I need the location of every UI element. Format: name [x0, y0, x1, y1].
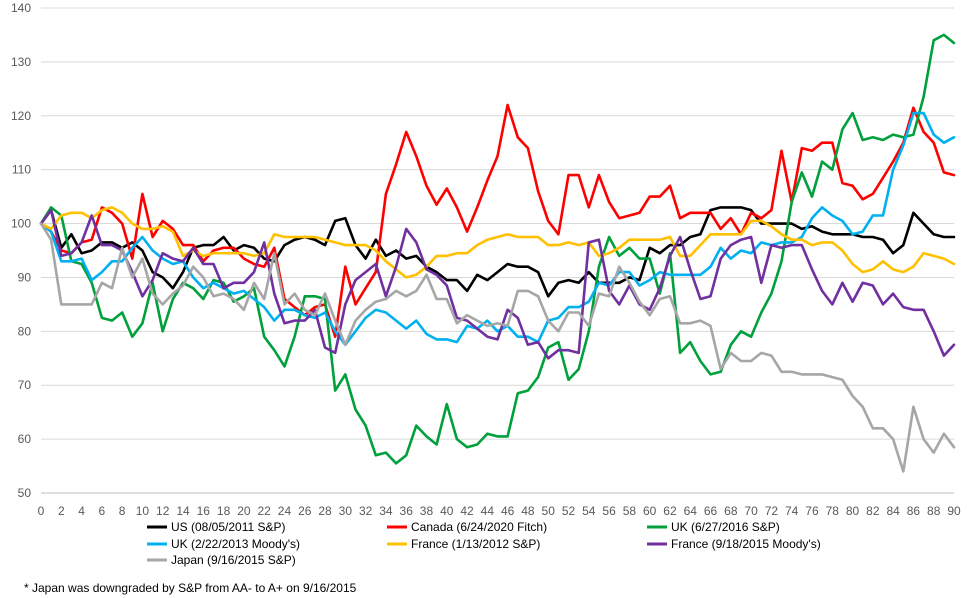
x-tick-label: 50 [542, 504, 556, 518]
y-tick-label: 50 [18, 486, 32, 500]
x-tick-label: 44 [481, 504, 495, 518]
series-line-3 [39, 111, 956, 347]
x-tick-label: 18 [217, 504, 231, 518]
x-tick-label: 8 [119, 504, 126, 518]
y-tick-label: 60 [18, 432, 32, 446]
x-tick-label: 48 [521, 504, 535, 518]
x-tick-label: 64 [684, 504, 698, 518]
x-tick-label: 30 [339, 504, 353, 518]
x-tick-label: 58 [623, 504, 637, 518]
x-tick-label: 28 [318, 504, 332, 518]
x-tick-label: 34 [379, 504, 393, 518]
x-tick-label: 78 [826, 504, 840, 518]
series-line-6 [39, 222, 956, 473]
x-tick-label: 22 [257, 504, 271, 518]
x-tick-label: 70 [744, 504, 758, 518]
x-tick-label: 66 [704, 504, 718, 518]
x-tick-label: 72 [765, 504, 779, 518]
legend-label: Japan (9/16/2015 S&P) [171, 553, 296, 567]
x-tick-label: 90 [947, 504, 961, 518]
legend: US (08/05/2011 S&P) Canada (6/24/2020 Fit… [147, 520, 821, 567]
series-line-2 [39, 33, 956, 465]
x-tick-label: 84 [886, 504, 900, 518]
x-tick-label: 74 [785, 504, 799, 518]
series-line-1 [39, 103, 956, 339]
x-tick-label: 56 [602, 504, 616, 518]
x-tick-label: 76 [805, 504, 819, 518]
y-tick-label: 140 [11, 1, 31, 15]
legend-label: US (08/05/2011 S&P) [171, 520, 286, 534]
x-tick-label: 16 [197, 504, 211, 518]
x-tick-label: 0 [38, 504, 45, 518]
x-tick-label: 6 [99, 504, 106, 518]
y-tick-label: 90 [18, 270, 32, 284]
x-tick-label: 38 [420, 504, 434, 518]
x-tick-label: 42 [460, 504, 474, 518]
series-lines [39, 33, 956, 473]
x-tick-label: 24 [278, 504, 292, 518]
legend-label: France (1/13/2012 S&P) [411, 537, 540, 551]
x-tick-label: 26 [298, 504, 312, 518]
x-tick-label: 4 [78, 504, 85, 518]
y-tick-label: 100 [11, 217, 31, 231]
legend-label: UK (6/27/2016 S&P) [671, 520, 780, 534]
x-tick-label: 2 [58, 504, 65, 518]
series-line-4 [39, 206, 956, 279]
y-tick-label: 130 [11, 55, 31, 69]
legend-label: Canada (6/24/2020 Fitch) [411, 520, 547, 534]
x-tick-label: 20 [237, 504, 251, 518]
footnote: * Japan was downgraded by S&P from AA- t… [24, 581, 357, 595]
x-tick-label: 86 [907, 504, 921, 518]
legend-label: UK (2/22/2013 Moody's) [171, 537, 300, 551]
x-tick-label: 12 [156, 504, 170, 518]
x-tick-label: 46 [501, 504, 515, 518]
gridlines [41, 7, 954, 494]
x-tick-label: 88 [927, 504, 941, 518]
x-tick-label: 40 [440, 504, 454, 518]
x-tick-label: 80 [846, 504, 860, 518]
y-tick-label: 70 [18, 378, 32, 392]
x-tick-label: 52 [562, 504, 576, 518]
series-line-5 [39, 208, 956, 360]
x-tick-label: 60 [643, 504, 657, 518]
x-tick-label: 36 [400, 504, 414, 518]
x-tick-label: 14 [176, 504, 190, 518]
x-tick-label: 82 [866, 504, 880, 518]
x-tick-label: 54 [582, 504, 596, 518]
y-tick-label: 120 [11, 109, 31, 123]
x-tick-label: 10 [136, 504, 150, 518]
x-tick-label: 62 [663, 504, 677, 518]
y-tick-label: 80 [18, 324, 32, 338]
y-axis-tick-labels: 50 60 70 80 90 100 110 120 130 140 [11, 1, 31, 500]
legend-label: France (9/18/2015 Moody's) [671, 537, 821, 551]
x-axis-tick-labels: 0 2 4 6 8 10 12 14 16 18 20 22 24 26 28 30 32 34 36 38 40 42 4… [38, 504, 961, 518]
x-tick-label: 68 [724, 504, 738, 518]
y-tick-label: 110 [12, 163, 31, 177]
x-tick-label: 32 [359, 504, 373, 518]
